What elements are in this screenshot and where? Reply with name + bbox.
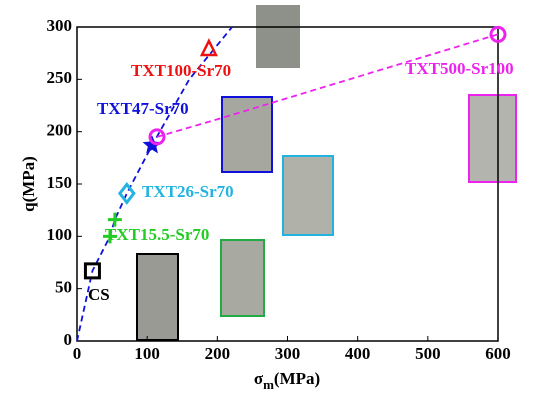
photos [136,5,517,341]
specimen-photo [256,5,300,68]
x-label-sub: m [263,377,274,392]
x-tick-label: 0 [73,344,82,363]
x-label-unit: (MPa) [274,369,320,388]
y-axis-label: q(MPa) [19,156,38,212]
y-tick-label: 200 [47,121,73,140]
specimen-photo [468,94,517,183]
point-marker [148,128,166,146]
y-tick-label: 50 [55,278,72,297]
specimen-photo [136,253,179,341]
point-marker [489,25,507,43]
y-tick-label: 150 [47,173,73,192]
x-label-symbol: σ [254,369,264,388]
series-label: TXT15.5-Sr70 [105,225,209,244]
point-marker [83,262,101,280]
specimen-photo [220,239,265,317]
specimen-photo [221,96,273,173]
specimen-photo [282,155,334,236]
x-tick-label: 500 [415,344,441,363]
point-marker [142,135,162,154]
point-marker [117,181,136,205]
x-tick-label: 600 [485,344,511,363]
series-label: TXT26-Sr70 [142,182,234,201]
y-tick-label: 250 [47,68,73,87]
x-axis-label: σm(MPa) [254,369,320,392]
x-tick-label: 300 [275,344,301,363]
x-tick-label: 400 [345,344,371,363]
y-tick-label: 0 [64,330,73,349]
series-label: TXT100-Sr70 [131,61,231,80]
point-marker [107,212,122,227]
dashed-trend-line [76,26,233,342]
x-tick-label: 200 [205,344,231,363]
series-label: TXT47-Sr70 [97,99,189,118]
y-tick-label: 300 [47,16,73,35]
point-marker [102,229,117,244]
dashed-trend-line [156,33,499,138]
series-label: CS [88,285,110,304]
x-tick-label: 100 [134,344,160,363]
point-marker [199,38,218,57]
series-label: TXT500-Sr100 [405,59,514,78]
y-tick-label: 100 [47,225,73,244]
